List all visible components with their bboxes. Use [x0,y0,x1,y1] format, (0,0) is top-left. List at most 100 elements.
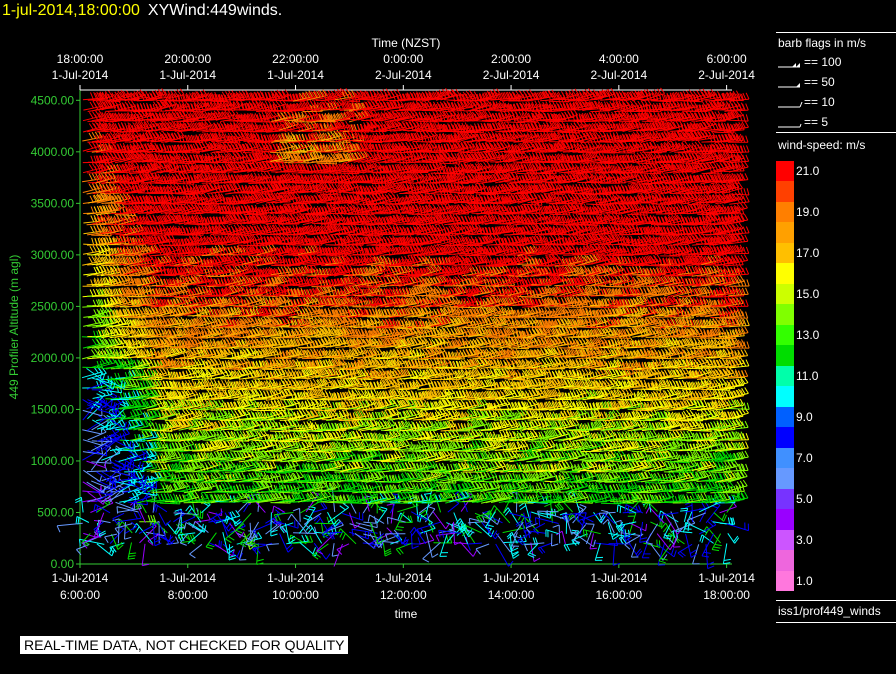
wind-barb-flag [735,464,738,470]
wind-barb-flag [437,484,440,490]
bottom-tick-date: 1-Jul-2014 [159,571,216,585]
wind-barb [349,513,354,529]
wind-barb-flag [139,472,143,478]
wind-barb [646,524,658,543]
wind-barb-flag [446,523,450,529]
wind-barb [562,531,565,544]
wind-barb-flag [146,442,149,448]
wind-barb-flag [117,507,118,514]
wind-barb-flag [155,543,161,546]
bottom-tick-date: 1-Jul-2014 [52,571,109,585]
bottom-axis-ticks: 1-Jul-20146:00:001-Jul-20148:00:001-Jul-… [52,564,756,602]
wind-barb-flag [745,451,748,457]
wind-barb [328,512,335,527]
wind-barb-flag [661,446,663,453]
wind-barb-flag [702,502,706,508]
wind-barb-flag [601,510,608,512]
wind-barb-flag [730,481,734,487]
wind-barb [661,511,679,522]
wind-barb-flag [326,554,330,560]
wind-barb-flag [391,492,395,498]
wind-barb-flag [640,541,647,542]
wind-barb-flag [536,432,539,438]
wind-barb [417,522,440,529]
wind-barb-flag [123,433,125,440]
wind-barb [81,497,83,512]
wind-barb-flag [225,539,231,543]
wind-barb-flag [714,547,721,548]
wind-barb-flag [640,538,647,539]
wind-barb-flag [129,556,136,557]
wind-barb-flag [533,538,535,545]
wind-barb-flag [734,536,738,542]
wind-barb [531,543,534,562]
y-axis-ticks: 0.00500.001000.001500.002000.002500.0030… [31,93,80,571]
wind-barb-flag [493,482,497,488]
wind-barb [728,470,748,471]
wind-barb-flag [681,508,688,509]
wind-barb-flag [525,545,528,551]
wind-barb [125,527,137,534]
wind-barb-flag [387,517,388,524]
wind-barb-flag [57,526,60,532]
wind-barb [195,520,210,523]
wind-barb-flag [658,461,662,467]
wind-barb-flag [657,540,658,547]
wind-barb-field [57,88,749,569]
wind-barb-flag [493,475,495,482]
y-axis-title: 449 Profiler Altitude (m agl) [7,255,21,400]
wind-barb-flag [616,539,618,546]
top-tick-date: 1-Jul-2014 [267,68,324,82]
wind-barb [337,544,349,550]
wind-barb [414,527,426,544]
wind-barb-flag [378,480,382,486]
wind-barb-flag [572,530,579,531]
bottom-tick-date: 1-Jul-2014 [267,571,324,585]
wind-barb-flag [387,528,392,533]
wind-barb-flag [257,559,264,561]
wind-barb-flag [428,507,435,509]
wind-barb-flag [146,454,147,461]
wind-barb [82,430,102,434]
wind-barb-flag [207,514,210,520]
wind-barb-flag [271,534,278,536]
wind-barb-flag [570,480,574,486]
wind-barb-flag [430,534,434,540]
wind-barb-flag [382,454,384,461]
wind-barb [476,544,489,549]
wind-barb-flag [746,442,749,448]
y-tick-label: 1500.00 [31,402,75,416]
top-axis-ticks: 18:00:001-Jul-201420:00:001-Jul-201422:0… [52,52,756,90]
wind-barb-flag [472,482,476,488]
y-tick-label: 4500.00 [31,93,75,107]
wind-barb-flag [578,515,579,522]
top-tick-time: 18:00:00 [57,52,104,66]
wind-barb-flag [134,513,137,519]
wind-barb-flag [685,529,692,530]
wind-barb-flag [553,525,560,527]
wind-barb-flag [662,513,664,520]
wind-barb [714,513,724,522]
bottom-tick-time: 14:00:00 [488,588,535,602]
wind-barb-flag [469,518,470,525]
wind-barb-flag [126,441,129,447]
wind-barb-flag [671,548,673,555]
wind-barb-flag [491,506,494,512]
wind-barb [433,512,446,529]
wind-barb-flag [423,559,429,562]
wind-barb-flag [646,507,649,513]
wind-barb-flag [156,506,158,513]
wind-barb-flag [221,483,225,489]
top-tick-time: 4:00:00 [599,52,639,66]
wind-barb-flag [731,461,735,467]
wind-barb-flag [336,431,339,437]
wind-barb-flag [631,482,635,488]
wind-barb-flag [700,535,702,542]
wind-barb [91,462,111,463]
wind-barb-flag [341,464,343,471]
wind-barb-flag [524,444,526,451]
y-tick-label: 2000.00 [31,351,75,365]
wind-barb [523,472,543,473]
y-tick-label: 1000.00 [31,454,75,468]
wind-barb [105,534,117,537]
